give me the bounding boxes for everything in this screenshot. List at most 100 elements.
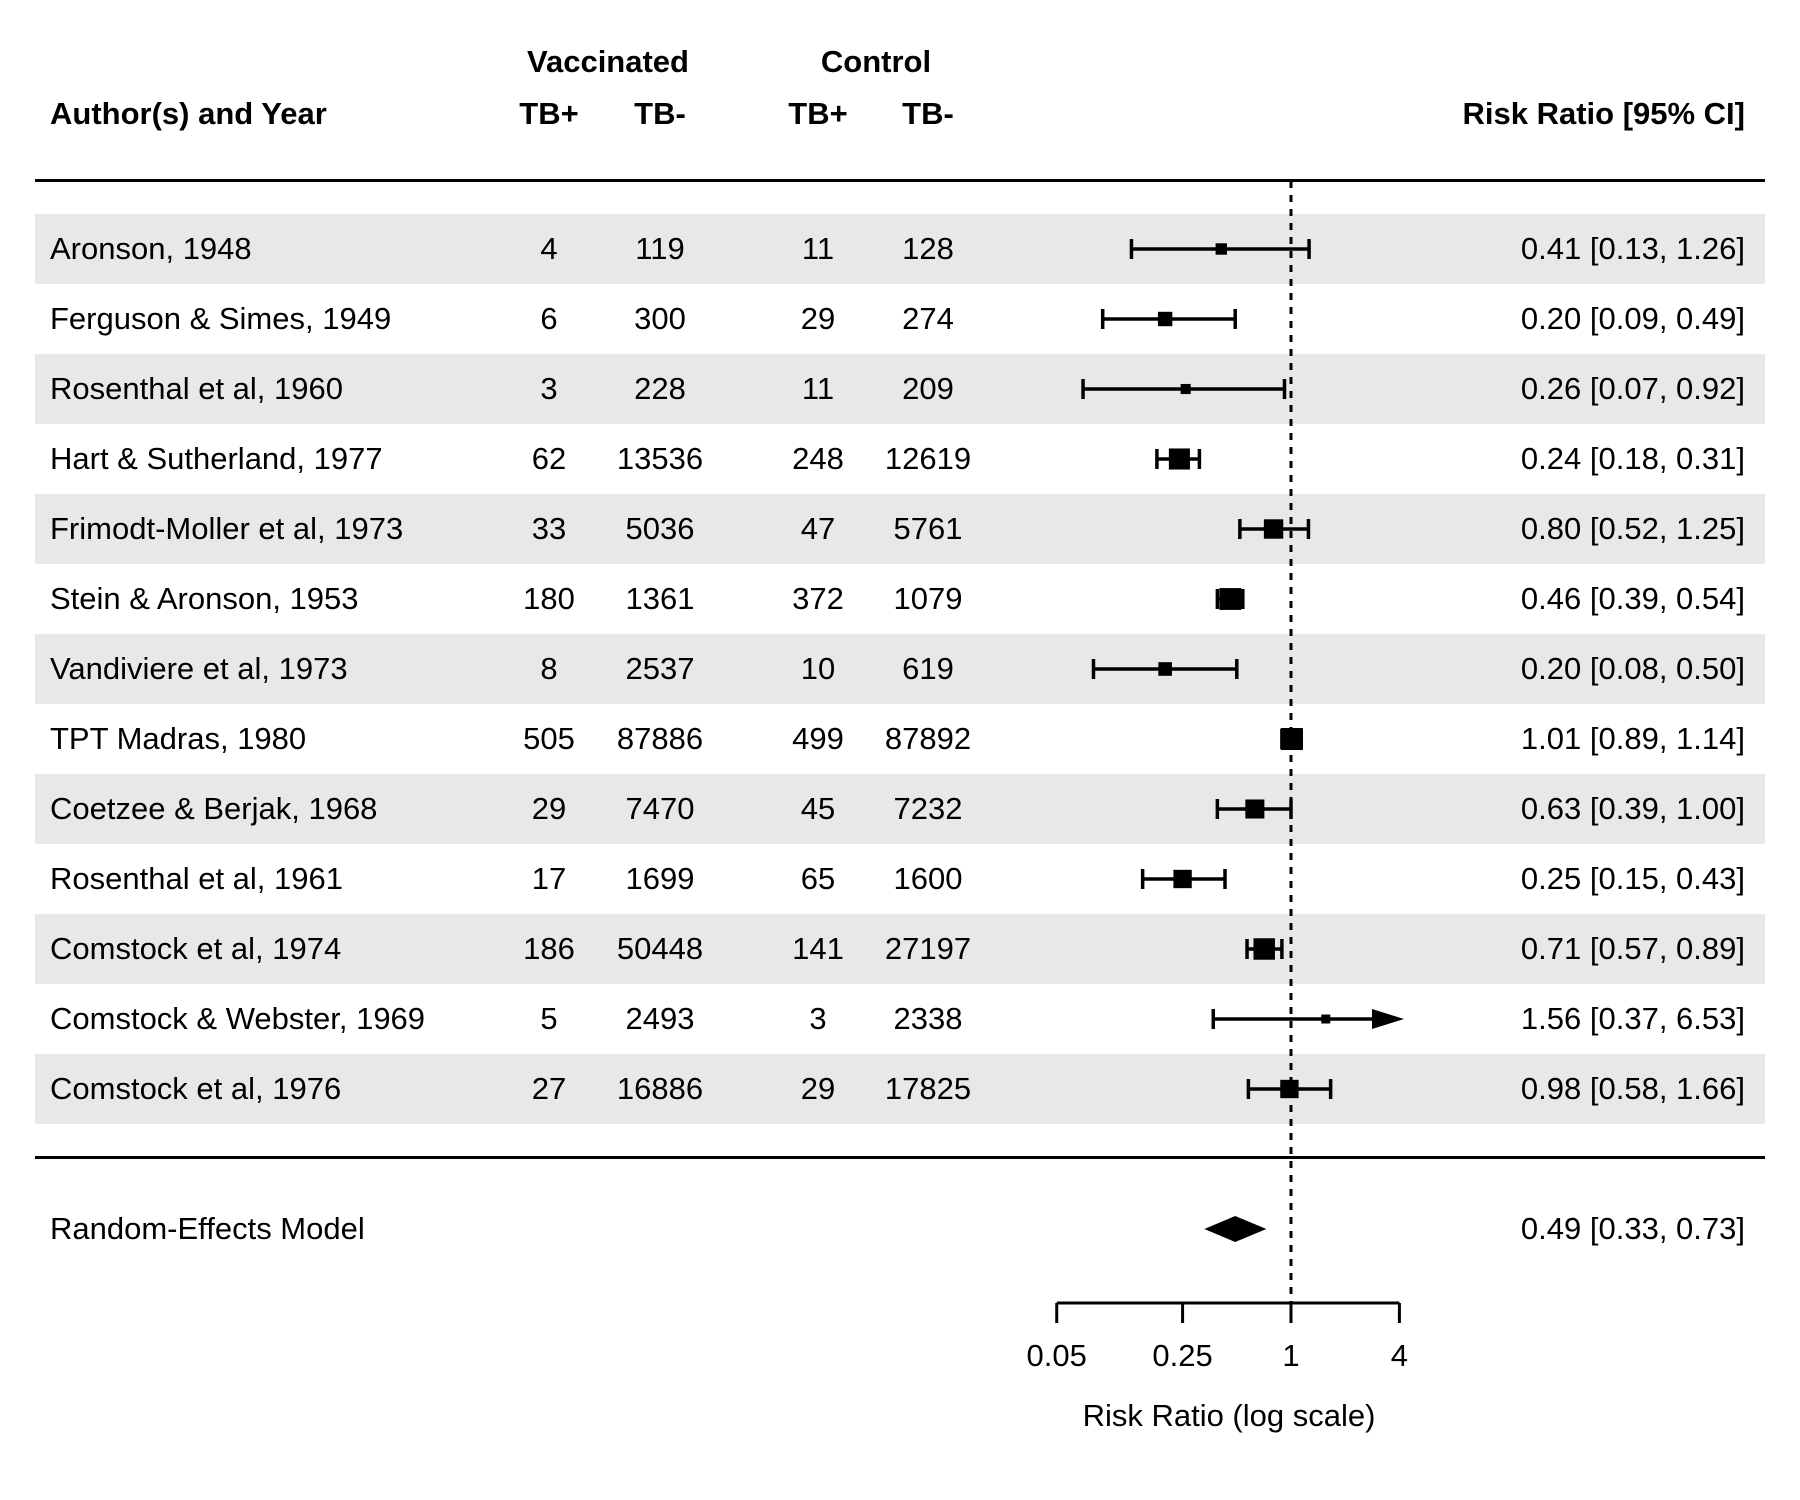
effect-square (1245, 799, 1265, 819)
study-author: Comstock et al, 1976 (50, 1071, 342, 1106)
count-vac-tb-neg: 2493 (625, 1001, 695, 1036)
axis-tick-label: 4 (1390, 1338, 1409, 1373)
study-ci-text: 1.56 [0.37, 6.53] (1520, 1001, 1745, 1036)
count-ctl-tb-neg: 5761 (893, 511, 963, 546)
count-vac-tb-neg: 300 (634, 301, 686, 336)
count-vac-tb-pos: 27 (531, 1071, 567, 1106)
study-author: Hart & Sutherland, 1977 (50, 441, 383, 476)
count-vac-tb-neg: 1361 (625, 581, 695, 616)
count-ctl-tb-pos: 47 (800, 511, 836, 546)
study-row: Ferguson & Simes, 1949 6 300 29 274 0.20 [0.0… (0, 284, 1800, 354)
effect-square (1219, 588, 1242, 610)
study-row: Rosenthal et al, 1960 3 228 11 209 0.26 [0.07… (0, 354, 1800, 424)
count-ctl-tb-pos: 11 (801, 371, 835, 406)
count-ctl-tb-neg: 87892 (884, 721, 972, 756)
study-ci-text: 0.46 [0.39, 0.54] (1520, 581, 1745, 616)
count-ctl-tb-neg: 274 (902, 301, 954, 336)
axis-tick-label: 0.25 (1152, 1338, 1213, 1373)
count-vac-tb-neg: 16886 (616, 1071, 704, 1106)
count-vac-tb-pos: 8 (540, 651, 558, 686)
count-vac-tb-pos: 6 (540, 301, 558, 336)
count-vac-tb-pos: 17 (531, 861, 567, 896)
summary-row: Random-Effects Model 0.49 [0.33, 0.73] (0, 1194, 1800, 1264)
count-ctl-tb-pos: 11 (801, 231, 835, 266)
group-header-control: Control (820, 44, 932, 79)
study-ci-text: 0.20 [0.09, 0.49] (1520, 301, 1745, 336)
count-vac-tb-pos: 5 (540, 1001, 558, 1036)
count-ctl-tb-neg: 209 (902, 371, 954, 406)
study-author: Aronson, 1948 (50, 231, 252, 266)
study-author: Rosenthal et al, 1961 (50, 861, 343, 896)
count-ctl-tb-pos: 65 (800, 861, 836, 896)
count-vac-tb-neg: 7470 (625, 791, 695, 826)
group-header-vaccinated: Vaccinated (527, 44, 689, 79)
vaccinated-tb-pos-header: TB+ (519, 96, 579, 131)
ci-arrow-high (1372, 1009, 1404, 1029)
study-ci-text: 0.71 [0.57, 0.89] (1520, 931, 1745, 966)
study-ci-text: 0.26 [0.07, 0.92] (1520, 371, 1745, 406)
study-row: Aronson, 1948 4 119 11 128 0.41 [0.13, 1.26] (0, 214, 1800, 284)
study-row: Vandiviere et al, 1973 8 2537 10 619 0.20 [0.… (0, 634, 1800, 704)
count-vac-tb-pos: 62 (531, 441, 567, 476)
count-vac-tb-pos: 186 (523, 931, 575, 966)
summary-ci-text: 0.49 [0.33, 0.73] (1520, 1211, 1745, 1246)
count-ctl-tb-neg: 12619 (884, 441, 972, 476)
study-author: Coetzee & Berjak, 1968 (50, 791, 378, 826)
count-vac-tb-pos: 180 (523, 581, 575, 616)
count-ctl-tb-neg: 1600 (893, 861, 963, 896)
study-ci-text: 1.01 [0.89, 1.14] (1520, 721, 1745, 756)
study-ci-text: 0.25 [0.15, 0.43] (1520, 861, 1745, 896)
count-ctl-tb-neg: 619 (902, 651, 954, 686)
count-ctl-tb-pos: 141 (792, 931, 844, 966)
author-column-header: Author(s) and Year (50, 96, 327, 131)
summary-diamond (1204, 1216, 1267, 1242)
bottom-rule (35, 1156, 1765, 1159)
count-vac-tb-neg: 50448 (616, 931, 704, 966)
count-ctl-tb-neg: 2338 (893, 1001, 963, 1036)
count-vac-tb-neg: 13536 (616, 441, 704, 476)
effect-square (1157, 311, 1173, 327)
study-ci-text: 0.24 [0.18, 0.31] (1520, 441, 1745, 476)
study-ci-text: 0.63 [0.39, 1.00] (1520, 791, 1745, 826)
effect-square (1321, 1014, 1331, 1024)
top-rule (35, 179, 1765, 182)
study-row: Comstock & Webster, 1969 5 2493 3 2338 1.56 [… (0, 984, 1800, 1054)
effect-square (1173, 869, 1192, 889)
study-row: Hart & Sutherland, 1977 62 13536 248 12619 0.… (0, 424, 1800, 494)
effect-square (1180, 383, 1191, 395)
effect-square (1263, 519, 1284, 539)
count-ctl-tb-neg: 27197 (884, 931, 972, 966)
axis-tick-label: 1 (1282, 1338, 1300, 1373)
effect-square (1280, 727, 1303, 751)
effect-square (1280, 1079, 1299, 1099)
study-row: Comstock et al, 1974 186 50448 141 27197 0.71… (0, 914, 1800, 984)
study-author: Comstock & Webster, 1969 (50, 1001, 426, 1036)
count-vac-tb-neg: 1699 (625, 861, 695, 896)
study-ci-text: 0.20 [0.08, 0.50] (1520, 651, 1745, 686)
count-vac-tb-neg: 228 (634, 371, 686, 406)
count-ctl-tb-pos: 29 (800, 1071, 836, 1106)
count-ctl-tb-pos: 3 (809, 1001, 827, 1036)
count-ctl-tb-pos: 10 (800, 651, 836, 686)
count-ctl-tb-pos: 29 (800, 301, 836, 336)
count-vac-tb-neg: 5036 (625, 511, 695, 546)
effect-square (1215, 243, 1227, 255)
count-vac-tb-pos: 29 (531, 791, 567, 826)
control-tb-neg-header: TB- (902, 96, 954, 131)
study-row: Stein & Aronson, 1953 180 1361 372 1079 0.46 … (0, 564, 1800, 634)
axis-title: Risk Ratio (log scale) (1082, 1398, 1376, 1433)
count-vac-tb-pos: 4 (540, 231, 558, 266)
count-ctl-tb-neg: 17825 (884, 1071, 972, 1106)
study-row: Comstock et al, 1976 27 16886 29 17825 0.98 [… (0, 1054, 1800, 1124)
count-ctl-tb-neg: 128 (902, 231, 954, 266)
study-author: Vandiviere et al, 1973 (50, 651, 348, 686)
count-ctl-tb-pos: 372 (792, 581, 844, 616)
study-ci-text: 0.98 [0.58, 1.66] (1520, 1071, 1745, 1106)
summary-label: Random-Effects Model (50, 1211, 365, 1246)
count-ctl-tb-pos: 499 (792, 721, 844, 756)
count-vac-tb-neg: 87886 (616, 721, 704, 756)
effect-square (1253, 938, 1275, 960)
count-ctl-tb-pos: 248 (792, 441, 844, 476)
